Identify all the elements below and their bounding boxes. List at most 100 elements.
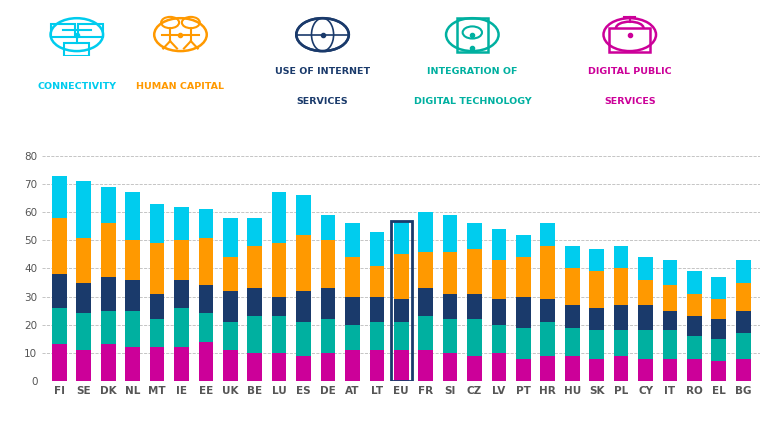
Bar [247, 316, 262, 353]
Bar [150, 347, 164, 381]
Bar [614, 330, 628, 356]
Bar [125, 192, 140, 240]
Text: DIGITAL PUBLIC: DIGITAL PUBLIC [588, 67, 671, 76]
Bar [687, 359, 702, 381]
Bar [345, 350, 359, 381]
Bar [101, 223, 115, 277]
Bar [589, 359, 604, 381]
Bar [345, 297, 359, 325]
Bar [150, 204, 164, 243]
Bar [638, 257, 653, 280]
Bar [443, 319, 458, 353]
Bar [52, 308, 67, 345]
Bar [614, 268, 628, 305]
Bar [52, 345, 67, 381]
Bar [321, 215, 336, 240]
Bar [736, 333, 750, 359]
Bar [223, 257, 237, 291]
Bar [638, 359, 653, 381]
Bar [467, 294, 482, 319]
Bar [565, 327, 580, 356]
Bar [77, 313, 91, 350]
Bar [565, 246, 580, 268]
Bar [541, 246, 555, 300]
Bar [369, 232, 384, 265]
Bar [125, 347, 140, 381]
Bar [272, 192, 286, 243]
Bar [711, 300, 726, 319]
Bar [199, 285, 214, 313]
Bar [247, 218, 262, 246]
Bar [614, 246, 628, 268]
Bar [296, 195, 311, 235]
Bar [614, 305, 628, 330]
Bar [609, 28, 650, 52]
Bar [296, 235, 311, 291]
Bar [174, 240, 189, 280]
Bar [565, 356, 580, 381]
Bar [541, 356, 555, 381]
Bar [223, 350, 237, 381]
Bar [247, 353, 262, 381]
Bar [199, 313, 214, 342]
Bar [101, 187, 115, 223]
Bar [711, 319, 726, 339]
Bar [77, 283, 91, 313]
Bar [516, 297, 531, 327]
Bar [65, 43, 89, 56]
Bar [369, 297, 384, 322]
Bar [443, 215, 458, 252]
Bar [419, 316, 433, 350]
Bar [736, 359, 750, 381]
Bar [296, 291, 311, 322]
Text: CONNECTIVITY: CONNECTIVITY [38, 82, 116, 91]
Bar [199, 209, 214, 237]
Bar [663, 311, 677, 330]
Bar [663, 359, 677, 381]
Bar [687, 336, 702, 359]
Bar [565, 305, 580, 327]
Bar [394, 220, 409, 254]
Bar [77, 237, 91, 283]
Bar [663, 260, 677, 285]
Bar [663, 285, 677, 311]
Bar [125, 280, 140, 311]
Bar [345, 325, 359, 350]
Bar [174, 347, 189, 381]
Bar [150, 243, 164, 294]
Bar [272, 243, 286, 297]
Bar [467, 356, 482, 381]
Bar [467, 223, 482, 249]
Bar [296, 356, 311, 381]
Bar [272, 353, 286, 381]
Text: USE OF INTERNET: USE OF INTERNET [275, 67, 370, 76]
Bar [174, 207, 189, 240]
Bar [369, 265, 384, 297]
Bar [101, 345, 115, 381]
Bar [394, 300, 409, 322]
Bar [443, 252, 458, 294]
Bar [492, 353, 506, 381]
Bar [174, 280, 189, 308]
Bar [492, 300, 506, 325]
Bar [345, 223, 359, 257]
Bar [369, 322, 384, 350]
Bar [77, 181, 91, 237]
Bar [589, 249, 604, 271]
Bar [516, 257, 531, 297]
Bar [272, 316, 286, 353]
Bar [52, 176, 67, 218]
Bar [467, 319, 482, 356]
Bar [589, 308, 604, 330]
Bar [736, 260, 750, 283]
Bar [52, 218, 67, 274]
Bar [296, 322, 311, 356]
Bar [321, 288, 336, 319]
Text: SERVICES: SERVICES [296, 97, 349, 106]
Bar [638, 280, 653, 305]
Bar [687, 316, 702, 336]
Bar [614, 356, 628, 381]
Bar [516, 359, 531, 381]
Bar [711, 277, 726, 300]
Bar [78, 24, 103, 37]
